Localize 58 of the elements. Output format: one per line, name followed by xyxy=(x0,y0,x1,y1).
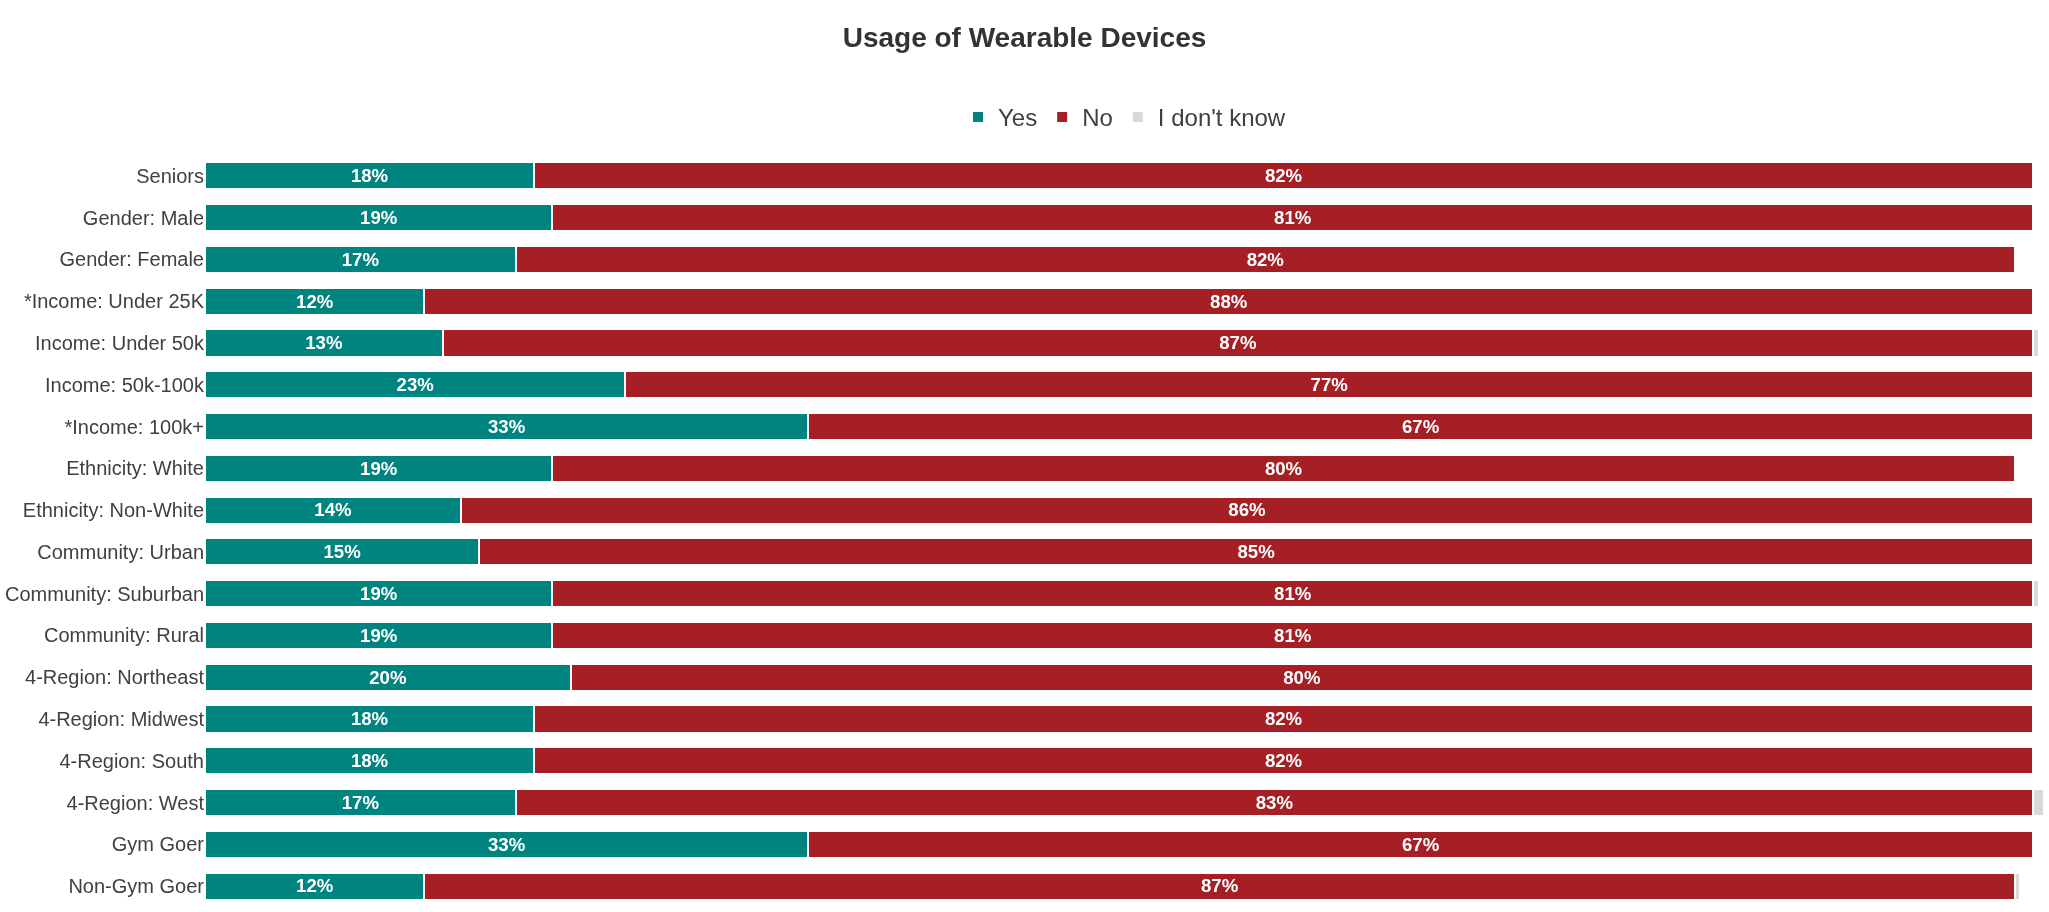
data-label: 19% xyxy=(360,207,398,229)
data-label: 81% xyxy=(1274,583,1312,605)
data-label: 18% xyxy=(350,165,389,187)
y-tick-label: *Income: Under 25K xyxy=(23,290,205,313)
data-label: 13% xyxy=(305,332,343,354)
data-label: 87% xyxy=(1200,875,1239,897)
data-label: 85% xyxy=(1237,541,1276,563)
data-label: 33% xyxy=(488,415,526,437)
data-label: 86% xyxy=(1228,499,1267,521)
data-label: 80% xyxy=(1283,666,1321,688)
y-tick-label: Gender: Female xyxy=(59,248,204,271)
data-label: 17% xyxy=(341,248,380,270)
y-tick-label: Community: Urban xyxy=(37,540,204,563)
data-label: 19% xyxy=(360,624,398,646)
data-label: 82% xyxy=(1264,750,1303,772)
data-label: 77% xyxy=(1310,374,1349,396)
data-label: 82% xyxy=(1264,165,1303,187)
data-label: 87% xyxy=(1219,332,1257,354)
y-tick-label: Gym Goer xyxy=(111,833,205,856)
y-tick-label: Income: 50k-100k xyxy=(45,373,205,396)
data-label: 20% xyxy=(369,666,407,688)
y-tick-label: Non-Gym Goer xyxy=(68,875,205,898)
y-tick-label: Seniors xyxy=(136,164,204,187)
data-label: 33% xyxy=(488,833,526,855)
data-label: 18% xyxy=(350,708,389,730)
y-tick-label: Ethnicity: White xyxy=(66,457,204,480)
data-label: 17% xyxy=(341,791,380,813)
y-tick-label: Income: Under 50k xyxy=(35,332,205,354)
legend-label: Yes xyxy=(998,104,1038,132)
data-label: 67% xyxy=(1402,833,1440,855)
data-label: 82% xyxy=(1246,248,1285,270)
y-tick-label: 4-Region: Midwest xyxy=(38,708,205,730)
data-label: 67% xyxy=(1402,415,1440,437)
data-label: 81% xyxy=(1274,624,1312,646)
legend-label: No xyxy=(1082,104,1113,132)
data-label: 18% xyxy=(350,750,389,772)
y-tick-label: 4-Region: Northeast xyxy=(25,666,205,689)
y-tick-label: *Income: 100k+ xyxy=(64,415,204,438)
y-tick-label: 4-Region: South xyxy=(59,749,204,772)
y-tick-label: Community: Suburban xyxy=(5,582,204,605)
chart-title: Usage of Wearable Devices xyxy=(842,21,1207,53)
data-label: 14% xyxy=(314,499,353,521)
y-tick-label: Ethnicity: Non-White xyxy=(22,499,204,522)
y-tick-label: 4-Region: West xyxy=(66,791,205,814)
data-label: 19% xyxy=(360,583,398,605)
data-label: 12% xyxy=(296,875,334,897)
data-label: 80% xyxy=(1264,457,1303,479)
data-label: 82% xyxy=(1264,708,1303,730)
y-tick-label: Gender: Male xyxy=(82,206,204,229)
data-label: 19% xyxy=(360,457,398,479)
legend-label: I don't know xyxy=(1157,104,1286,132)
data-label: 81% xyxy=(1274,207,1312,229)
data-label: 12% xyxy=(296,290,334,312)
data-label: 83% xyxy=(1255,791,1294,813)
y-tick-label: Community: Rural xyxy=(43,624,204,647)
data-label: 88% xyxy=(1210,290,1248,312)
data-label: 23% xyxy=(396,374,435,396)
data-label: 15% xyxy=(323,541,362,563)
